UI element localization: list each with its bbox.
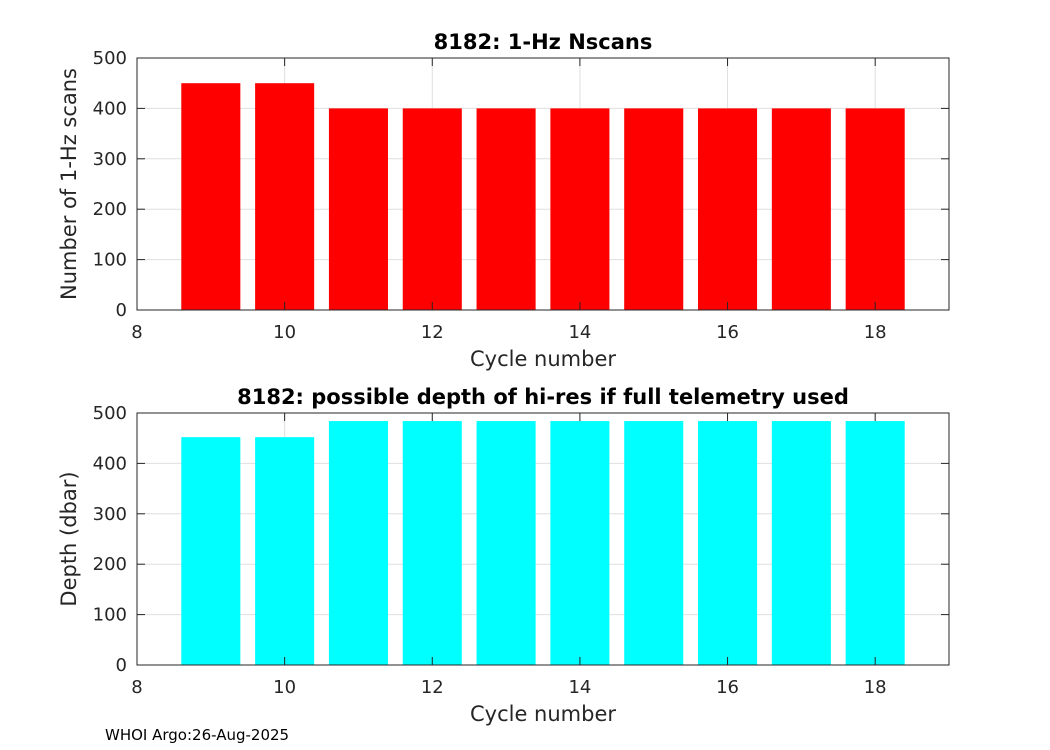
chart1-y-tick-label: 100 (93, 250, 127, 271)
chart2-bar (402, 421, 462, 665)
chart2-x-tick-label: 14 (568, 677, 591, 698)
chart1-bar (328, 108, 388, 311)
chart2-bar (328, 421, 388, 665)
chart1-x-axis-label: Cycle number (470, 347, 616, 371)
chart2-x-tick-label: 10 (273, 677, 296, 698)
chart2-y-tick-label: 400 (93, 453, 127, 474)
chart2-x-tick-label: 16 (716, 677, 739, 698)
chart1-y-tick-label: 300 (93, 149, 127, 170)
chart2-x-tick-label: 12 (421, 677, 444, 698)
chart2-y-tick-label: 0 (116, 655, 127, 676)
chart1-x-tick-label: 8 (131, 322, 142, 343)
chart1-y-tick-label: 400 (93, 98, 127, 119)
chart1-bar (845, 108, 905, 311)
chart1-bar (771, 108, 831, 311)
chart2-bar (845, 421, 905, 665)
chart1-y-axis-label: Number of 1-Hz scans (57, 68, 81, 300)
footer-credit: WHOI Argo:26-Aug-2025 (105, 726, 290, 744)
chart1-title: 8182: 1-Hz Nscans (434, 30, 653, 54)
chart2-bar (550, 421, 610, 665)
chart2-y-axis-label: Depth (dbar) (57, 471, 81, 606)
chart1-x-tick-label: 14 (568, 322, 591, 343)
chart2-x-tick-label: 18 (864, 677, 887, 698)
chart2-y-tick-label: 500 (93, 403, 127, 424)
chart2-bar (255, 437, 315, 665)
chart1-bar (402, 108, 462, 311)
chart1-x-tick-label: 12 (421, 322, 444, 343)
chart1-bar (550, 108, 610, 311)
chart2-bar (181, 437, 241, 665)
chart1-bar (255, 83, 315, 310)
chart1-bar (698, 108, 758, 311)
chart1-bar (624, 108, 684, 311)
chart2-y-tick-label: 300 (93, 504, 127, 525)
chart2-x-axis-label: Cycle number (470, 702, 616, 726)
chart2-axes-frame (136, 412, 950, 666)
chart1-bar (476, 108, 536, 311)
chart2-x-tick-label: 8 (131, 677, 142, 698)
chart1-y-tick-label: 500 (93, 48, 127, 69)
chart2-bar (698, 421, 758, 665)
chart1-bar (181, 83, 241, 310)
chart2-bar (476, 421, 536, 665)
chart2-y-tick-label: 200 (93, 554, 127, 575)
chart2-title: 8182: possible depth of hi-res if full t… (237, 385, 849, 409)
chart2-bar (771, 421, 831, 665)
chart1-y-tick-label: 200 (93, 199, 127, 220)
chart1-x-tick-label: 18 (864, 322, 887, 343)
chart2-y-tick-label: 100 (93, 605, 127, 626)
chart1-x-tick-label: 10 (273, 322, 296, 343)
chart1-x-tick-label: 16 (716, 322, 739, 343)
chart1-y-tick-label: 0 (116, 300, 127, 321)
chart2-bar (624, 421, 684, 665)
chart1-axes-frame (136, 57, 950, 311)
